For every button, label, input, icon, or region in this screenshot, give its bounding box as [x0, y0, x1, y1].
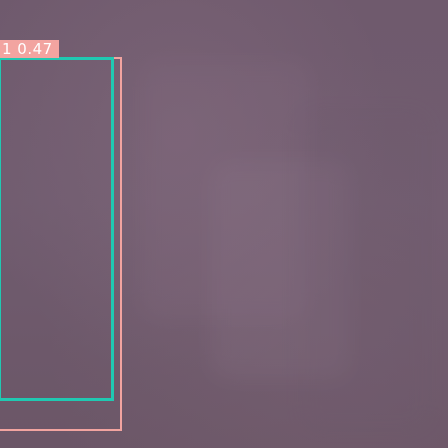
blurred-shape [140, 60, 310, 320]
blurred-shape [300, 110, 430, 430]
detection-score-label: 1 0.47 [0, 40, 59, 58]
blurred-shape [210, 160, 350, 380]
